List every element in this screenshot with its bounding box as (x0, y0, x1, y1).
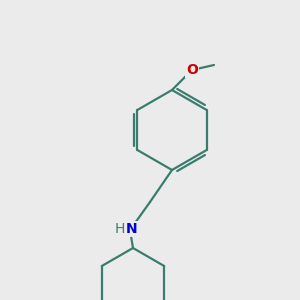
Text: O: O (186, 63, 198, 77)
Text: H: H (115, 222, 125, 236)
Text: N: N (126, 222, 138, 236)
